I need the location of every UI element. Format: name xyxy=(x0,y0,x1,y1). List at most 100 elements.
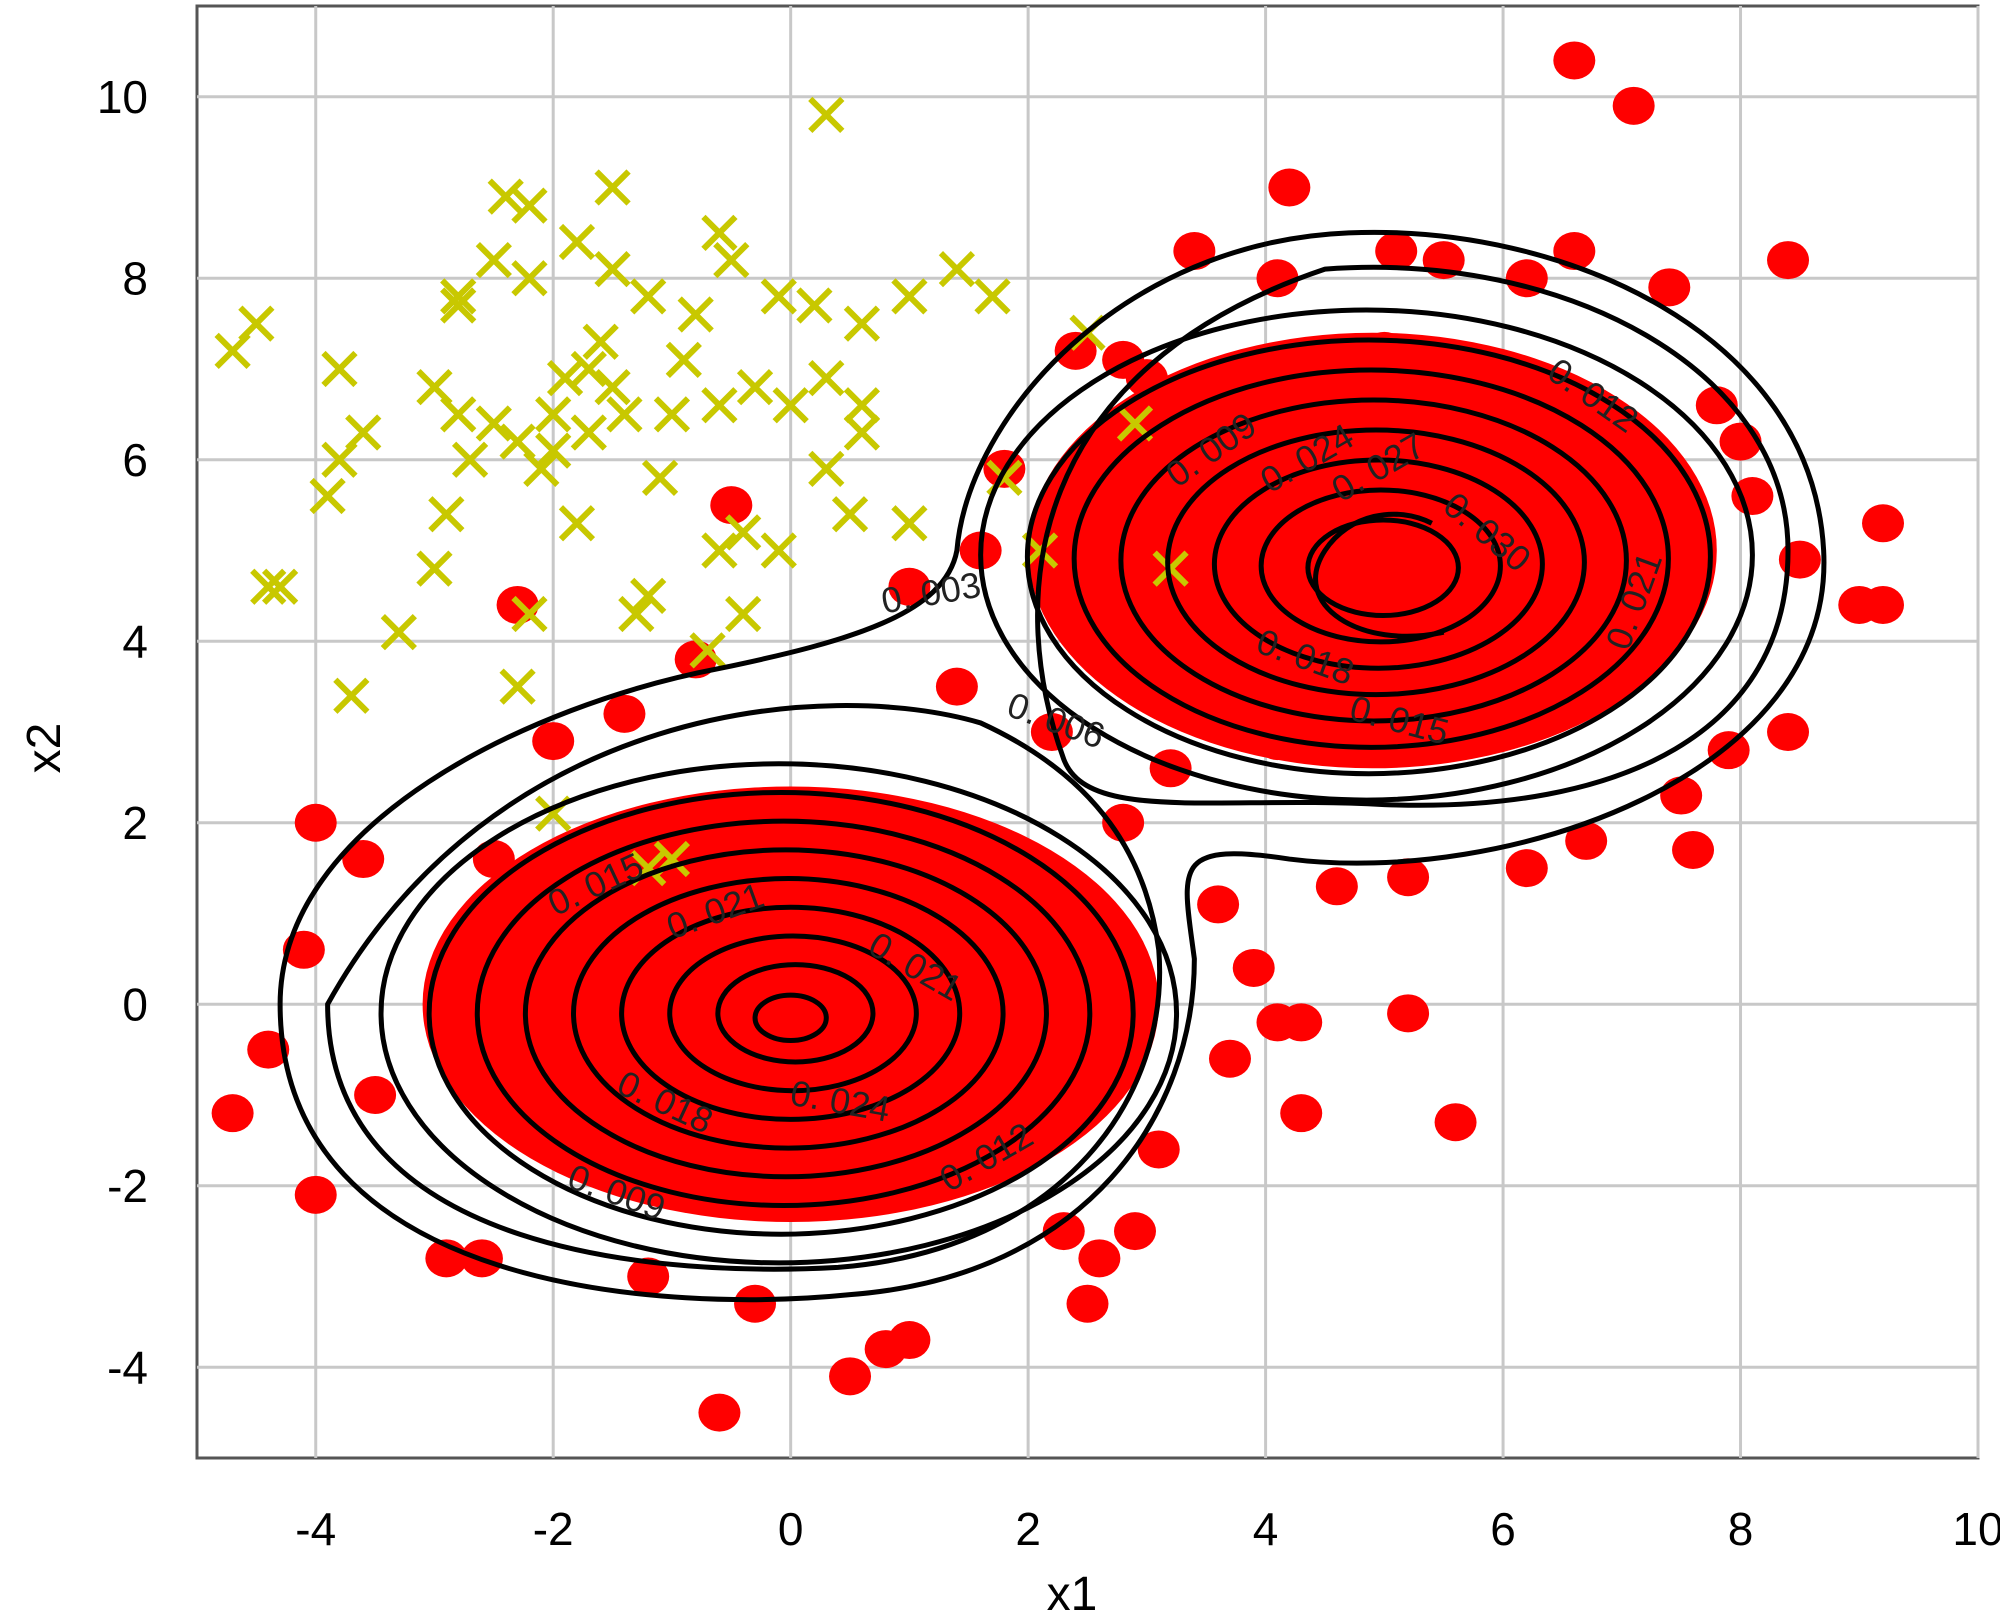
data-point-circle xyxy=(935,667,978,706)
data-point-circle xyxy=(710,486,753,525)
x-tick-label: 4 xyxy=(1253,1503,1279,1555)
contour-line xyxy=(715,962,876,1065)
contour-line xyxy=(1313,511,1445,639)
data-point-circle xyxy=(1030,713,1073,751)
data-point-circle xyxy=(1268,168,1311,207)
data-point-circle xyxy=(1695,386,1738,425)
contour-line xyxy=(1071,367,1671,750)
data-point-cross xyxy=(499,668,536,705)
contour-line xyxy=(978,307,1755,803)
data-point-circle xyxy=(1208,1039,1251,1078)
data-point-cross xyxy=(618,595,655,633)
data-point-circle xyxy=(698,1393,741,1432)
data-point-circle xyxy=(734,1284,777,1323)
data-point-cross xyxy=(309,477,346,515)
data-point-cross xyxy=(713,241,750,279)
data-point-circle xyxy=(1315,867,1358,906)
data-point-cross xyxy=(891,505,928,542)
data-point-circle xyxy=(532,722,575,761)
data-point-cross xyxy=(333,677,370,714)
data-point-cross xyxy=(321,441,358,478)
contour-line xyxy=(1305,517,1461,619)
data-point-cross xyxy=(440,278,477,315)
data-point-cross xyxy=(451,441,489,478)
contour-line xyxy=(1165,427,1587,698)
y-tick-label: 4 xyxy=(122,615,148,667)
contour-line xyxy=(378,761,1180,1266)
y-axis-label: x2 xyxy=(18,723,71,774)
data-point-cross xyxy=(772,387,809,424)
data-point-circle xyxy=(1505,849,1548,888)
data-point-circle xyxy=(1280,1003,1323,1042)
data-point-cross xyxy=(440,396,477,433)
data-point-circle xyxy=(603,694,646,733)
data-point-circle xyxy=(1434,1103,1477,1142)
contour-line xyxy=(571,876,1006,1151)
contour-line xyxy=(1258,487,1503,645)
x-axis-label: x1 xyxy=(1047,1568,1098,1616)
data-point-circle xyxy=(1113,1212,1156,1251)
data-point-circle xyxy=(888,567,931,606)
data-point-cross xyxy=(523,450,560,487)
x-tick-label: 2 xyxy=(1015,1503,1041,1555)
data-point-cross xyxy=(606,396,643,433)
data-point-cross xyxy=(796,287,833,324)
y-tick-label: 8 xyxy=(122,252,148,304)
contour-line xyxy=(619,904,963,1122)
data-point-circle xyxy=(1612,86,1655,125)
data-point-cross xyxy=(558,223,596,261)
series-class-1 xyxy=(211,41,1905,1432)
contour-line xyxy=(522,847,1049,1180)
x-axis-ticks: -4 -2 0 2 4 6 8 10 xyxy=(295,1503,2000,1555)
data-point-cross xyxy=(511,187,548,224)
y-tick-label: 0 xyxy=(122,978,148,1030)
data-point-cross xyxy=(891,278,928,315)
x-tick-label: 0 xyxy=(778,1503,804,1555)
data-point-cross xyxy=(831,496,869,533)
data-point-cross xyxy=(974,278,1011,315)
x-tick-label: -2 xyxy=(533,1503,574,1555)
data-point-cross xyxy=(511,260,548,297)
data-point-cross xyxy=(760,532,797,569)
data-point-circle xyxy=(294,1175,337,1214)
data-point-cross xyxy=(428,496,465,533)
data-point-circle xyxy=(1553,41,1596,80)
data-point-cross xyxy=(843,305,881,342)
y-tick-label: -4 xyxy=(107,1341,148,1393)
y-tick-label: 10 xyxy=(97,71,148,123)
data-point-circle xyxy=(1375,232,1418,271)
data-point-circle xyxy=(627,1257,670,1296)
data-point-circle xyxy=(1660,776,1703,815)
contour-line xyxy=(1024,337,1713,777)
data-point-circle xyxy=(829,1357,872,1396)
data-point-cross xyxy=(843,387,881,424)
data-point-cross xyxy=(570,414,607,451)
data-point-circle xyxy=(342,840,385,879)
data-point-circle xyxy=(1102,803,1145,842)
data-point-circle xyxy=(1280,1094,1323,1133)
y-tick-label: 2 xyxy=(122,797,148,849)
data-point-circle xyxy=(1387,994,1430,1033)
y-tick-label: 6 xyxy=(122,434,148,486)
contour-line xyxy=(1211,457,1545,671)
data-point-cross xyxy=(665,341,702,379)
data-point-cross xyxy=(380,614,417,651)
data-point-circle xyxy=(1197,885,1240,924)
contour-line xyxy=(474,818,1093,1208)
data-point-circle xyxy=(211,1094,254,1133)
data-point-circle xyxy=(1387,858,1430,897)
data-point-cross xyxy=(630,577,667,614)
data-point-circle xyxy=(1648,268,1691,307)
data-point-cross xyxy=(535,396,572,433)
data-point-cross xyxy=(570,350,607,388)
data-point-cross xyxy=(808,359,845,397)
contour-line xyxy=(1118,397,1629,724)
data-point-cross xyxy=(938,251,976,288)
data-point-cross xyxy=(701,387,738,424)
y-tick-label: -2 xyxy=(107,1160,148,1212)
data-point-cross xyxy=(808,96,845,134)
data-point-cross xyxy=(475,405,512,442)
data-point-circle xyxy=(1256,259,1299,298)
data-point-circle xyxy=(864,1330,907,1369)
data-point-cross xyxy=(250,568,287,605)
